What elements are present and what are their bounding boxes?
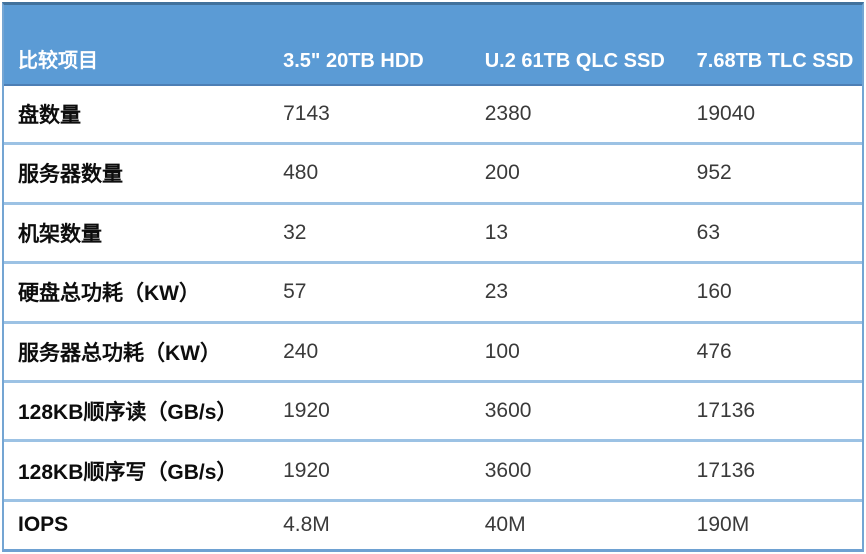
row-label-rack-count: 机架数量	[4, 201, 270, 263]
table-row: 硬盘总功耗（KW） 57 23 160	[4, 261, 862, 323]
column-header-items: 比较项目	[4, 5, 270, 86]
row-label-server-count: 服务器数量	[4, 142, 270, 204]
cell-value: 100	[470, 320, 683, 382]
cell-value: 480	[269, 142, 471, 204]
comparison-table: 比较项目 3.5" 20TB HDD U.2 61TB QLC SSD 7.68…	[4, 5, 862, 549]
table-row: IOPS 4.8M 40M 190M	[4, 498, 862, 549]
cell-value: 1920	[269, 439, 471, 501]
row-label-server-power: 服务器总功耗（KW）	[4, 320, 270, 382]
column-header-tlc-ssd: 7.68TB TLC SSD	[682, 5, 862, 86]
cell-value: 40M	[470, 498, 683, 549]
cell-value: 2380	[470, 85, 683, 144]
cell-value: 3600	[470, 439, 683, 501]
header-row: 比较项目 3.5" 20TB HDD U.2 61TB QLC SSD 7.68…	[4, 5, 862, 86]
row-label-disk-power: 硬盘总功耗（KW）	[4, 261, 270, 323]
cell-value: 476	[682, 320, 862, 382]
cell-value: 190M	[682, 498, 862, 549]
cell-value: 160	[682, 261, 862, 323]
cell-value: 952	[682, 142, 862, 204]
table-row: 盘数量 7143 2380 19040	[4, 85, 862, 144]
cell-value: 7143	[269, 85, 471, 144]
table-row: 服务器总功耗（KW） 240 100 476	[4, 320, 862, 382]
cell-value: 17136	[682, 379, 862, 441]
cell-value: 57	[269, 261, 471, 323]
cell-value: 17136	[682, 439, 862, 501]
cell-value: 240	[269, 320, 471, 382]
table-row: 128KB顺序读（GB/s） 1920 3600 17136	[4, 379, 862, 441]
cell-value: 200	[470, 142, 683, 204]
cell-value: 13	[470, 201, 683, 263]
column-header-qlc-ssd: U.2 61TB QLC SSD	[470, 5, 683, 86]
table-row: 机架数量 32 13 63	[4, 201, 862, 263]
column-header-hdd: 3.5" 20TB HDD	[269, 5, 471, 86]
row-label-iops: IOPS	[4, 498, 270, 549]
cell-value: 32	[269, 201, 471, 263]
cell-value: 1920	[269, 379, 471, 441]
row-label-seq-read: 128KB顺序读（GB/s）	[4, 379, 270, 441]
cell-value: 63	[682, 201, 862, 263]
cell-value: 19040	[682, 85, 862, 144]
cell-value: 3600	[470, 379, 683, 441]
table-row: 128KB顺序写（GB/s） 1920 3600 17136	[4, 439, 862, 501]
row-label-seq-write: 128KB顺序写（GB/s）	[4, 439, 270, 501]
table-row: 服务器数量 480 200 952	[4, 142, 862, 204]
cell-value: 23	[470, 261, 683, 323]
cell-value: 4.8M	[269, 498, 471, 549]
row-label-disk-count: 盘数量	[4, 85, 270, 144]
